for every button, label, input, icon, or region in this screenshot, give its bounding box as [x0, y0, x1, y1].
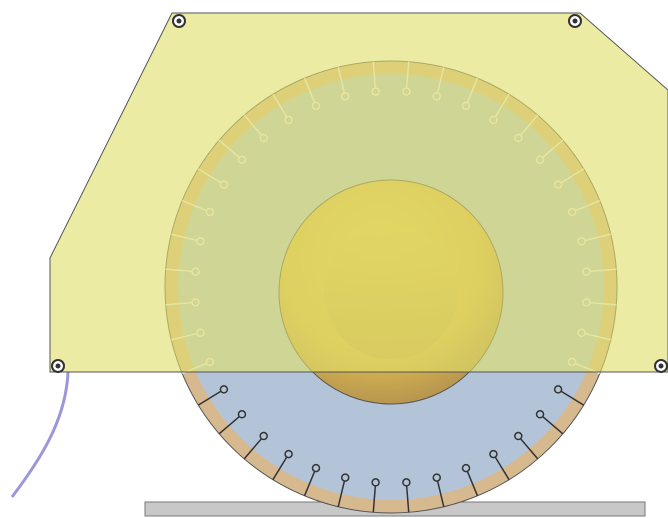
- slot-line: [494, 457, 510, 481]
- slot-line: [243, 438, 262, 460]
- slot-line: [197, 390, 221, 406]
- slot-hole: [489, 449, 498, 459]
- slot-hole: [340, 473, 350, 482]
- slot-hole: [432, 473, 442, 482]
- slot-hole: [514, 431, 523, 441]
- bolt-center: [572, 18, 578, 24]
- slot-line: [372, 486, 377, 513]
- slot-hole: [402, 478, 411, 487]
- slot-line: [542, 416, 564, 435]
- bolt-center: [176, 18, 182, 24]
- slot-line: [520, 438, 539, 460]
- bolt-center: [658, 363, 664, 369]
- slot-hole: [237, 410, 247, 419]
- slot-line: [466, 471, 479, 497]
- slot-line: [436, 481, 445, 507]
- slot-line: [337, 481, 346, 507]
- slot-hole: [535, 410, 545, 419]
- slot-hole: [284, 449, 293, 459]
- slot-hole: [461, 463, 471, 473]
- slot-line: [303, 471, 316, 497]
- hose: [10, 371, 70, 498]
- slot-hole: [553, 385, 563, 394]
- slot-line: [561, 390, 585, 406]
- blade-guard: [49, 12, 668, 373]
- slot-hole: [311, 463, 321, 473]
- slot-hole: [259, 431, 268, 441]
- slot-hole: [371, 478, 380, 487]
- bolt-center: [55, 363, 61, 369]
- slot-line: [218, 416, 240, 435]
- slot-hole: [219, 385, 229, 394]
- bolts: [51, 14, 668, 373]
- slot-line: [272, 457, 288, 481]
- slot-line: [405, 486, 410, 513]
